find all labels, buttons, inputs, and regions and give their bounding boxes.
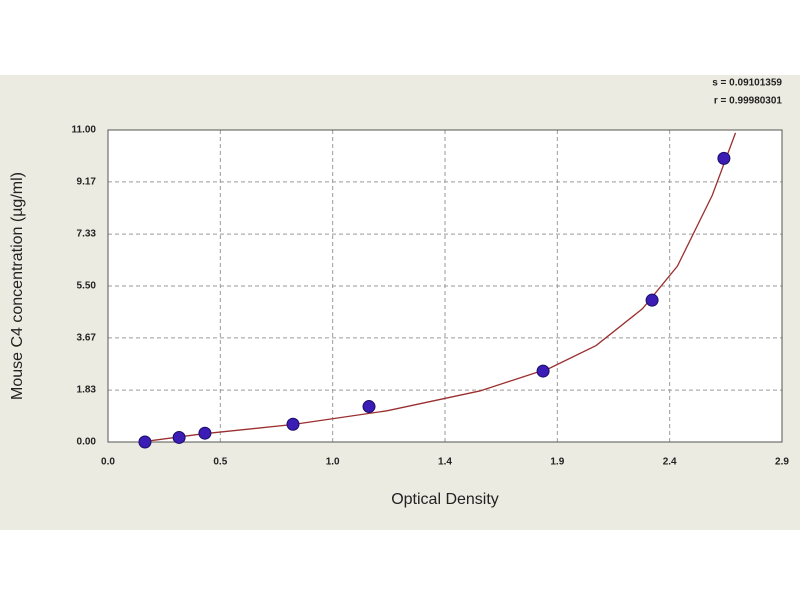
x-tick-label: 1.0 [326,457,340,468]
plot-border [107,129,783,443]
x-tick-label: 0.0 [101,457,115,468]
data-point [172,430,186,444]
x-tick-label: 2.4 [663,457,677,468]
y-tick-label: 7.33 [77,229,97,240]
data-point [286,417,300,431]
annotation: s = 0.09101359 [712,78,782,89]
data-point [536,364,550,378]
x-tick-label: 0.5 [213,457,227,468]
y-tick-label: 11.00 [72,125,97,136]
x-tick-label: 1.4 [438,457,452,468]
data-point [717,151,731,165]
y-tick-label: 0.00 [77,437,97,448]
y-tick-label: 1.83 [77,385,97,396]
annotation: r = 0.99980301 [714,96,783,107]
x-tick-label: 1.9 [550,457,564,468]
plot-layer [145,132,737,442]
y-tick-label: 5.50 [77,281,97,292]
data-point [138,435,152,449]
fit-curve [145,132,737,442]
y-tick-label: 9.17 [77,177,97,188]
y-axis-label: Mouse C4 concentration (µg/ml) [9,172,26,400]
x-axis-label: Optical Density [391,491,499,508]
data-point [645,293,659,307]
data-point [198,426,212,440]
x-tick-label: 2.9 [775,457,789,468]
data-point [362,400,376,414]
y-tick-label: 3.67 [77,333,97,344]
